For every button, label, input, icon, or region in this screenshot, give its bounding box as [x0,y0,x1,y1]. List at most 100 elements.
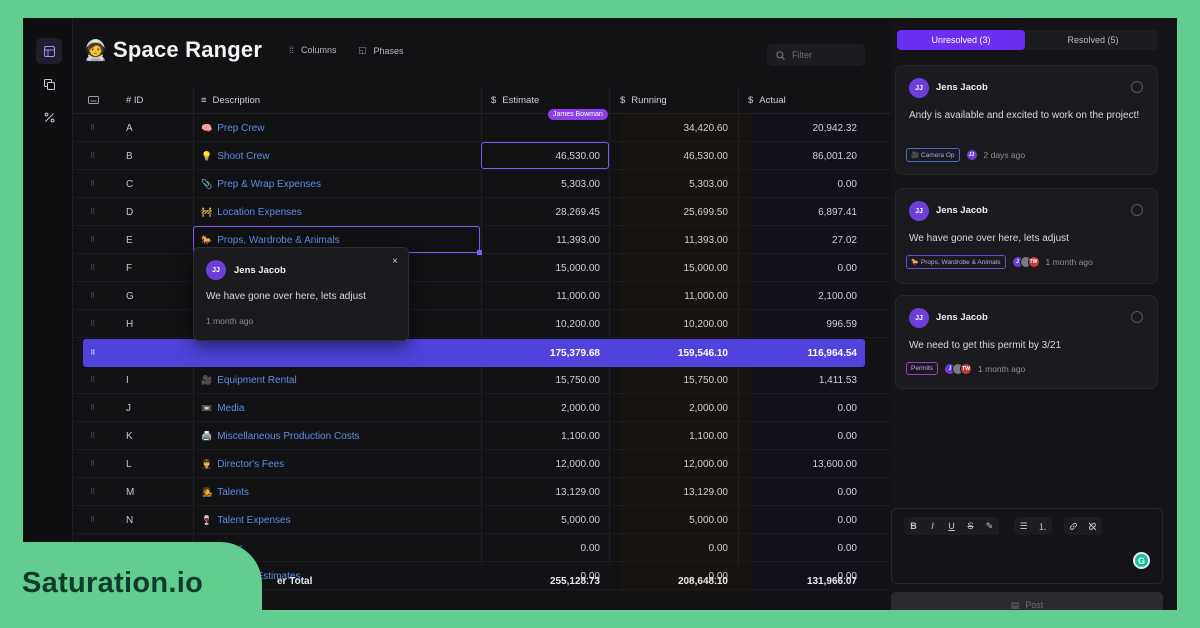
table-row[interactable]: ⠿ D 🚧 Location Expenses 28,269.45 25,699.50 6,… [73,198,891,226]
table-row[interactable]: ⠿ G 11,000.00 11,000.00 2,100.00 [73,282,891,310]
drag-handle-icon[interactable]: ⠿ [90,125,96,132]
row-actual: 2,100.00 [818,290,857,302]
drag-handle-icon[interactable]: ⠿ [90,265,96,272]
row-description[interactable]: 🐎 Props, Wardrobe & Animals [201,226,340,254]
highlight-icon[interactable]: ✎ [985,520,994,531]
drag-handle-icon[interactable]: ⠿ [90,321,96,328]
table-row[interactable]: ⠿ M 🧑‍🎤 Talents 13,129.00 13,129.00 0.00 [73,478,891,506]
drag-handle-icon[interactable]: ⠿ [90,517,96,524]
row-actual: 0.00 [837,430,857,442]
italic-button[interactable]: I [931,521,934,531]
bullet-list-icon[interactable]: ☰ [1019,520,1028,531]
strikethrough-button[interactable]: S [967,521,974,531]
page-title: Space Ranger [113,37,263,62]
subtotal-row[interactable]: ⠿ 175,379.68 159,546.10 116,964.54 [83,339,865,367]
grammarly-icon[interactable]: G [1133,552,1150,569]
table-row[interactable]: ⠿ H 10,200.00 10,200.00 996.59 [73,310,891,338]
drag-handle-icon[interactable]: ⠿ [90,293,96,300]
table-row[interactable]: ⠿ B 💡 Shoot Crew 46,530.00 46,530.00 86,001.20 [73,142,891,170]
underline-button[interactable]: U [948,521,955,531]
filter-input[interactable]: Filter [767,44,865,66]
row-estimate: 11,393.00 [556,234,600,246]
drag-handle-icon[interactable]: ⠿ [90,405,96,412]
drag-handle-icon[interactable]: ⠿ [90,433,96,440]
resolve-radio[interactable] [1131,311,1143,323]
bold-button[interactable]: B [910,521,917,531]
table-icon[interactable] [36,38,62,64]
grand-total-running: 208,648.10 [677,575,728,587]
row-description[interactable]: 📎 Prep & Wrap Expenses [201,170,321,198]
row-actual: 6,897.41 [818,206,857,218]
comment-card[interactable]: JJ Jens Jacob We need to get this permit… [895,295,1158,389]
row-description[interactable]: 👨‍✈️ Director's Fees [201,450,284,478]
row-id: L [126,458,132,470]
copy-icon[interactable] [36,71,62,97]
row-description[interactable]: 🧠 Prep Crew [201,114,264,142]
header-id[interactable]: # ID [126,94,144,106]
category-emoji-icon: 🐎 [201,234,213,245]
comment-tag-chip[interactable]: 🎥 Camera Op [906,148,960,162]
row-estimate: 0.00 [580,542,600,554]
table-row[interactable]: ⠿ I 🎥 Equipment Rental 15,750.00 15,750.00 1,4… [73,366,891,394]
drag-handle-icon[interactable]: ⠿ [90,237,96,244]
row-description[interactable]: 🧑‍🎤 Talents [201,478,249,506]
dollar-icon: $ [748,94,754,106]
comment-card[interactable]: JJ Jens Jacob We have gone over here, le… [895,188,1158,284]
close-icon[interactable]: × [392,256,398,267]
category-emoji-icon: 🚧 [201,206,213,217]
resolve-radio[interactable] [1131,81,1143,93]
table-row[interactable]: ⠿ F 15,000.00 15,000.00 0.00 [73,254,891,282]
comment-text: We have gone over here, lets adjust [206,291,366,302]
tab-resolved[interactable]: Resolved (5) [1067,35,1119,45]
row-running: 0.00 [708,542,728,554]
header-running[interactable]: $ Running [620,86,667,114]
table-row[interactable]: ⠿ C 📎 Prep & Wrap Expenses 5,303.00 5,303.00 0… [73,170,891,198]
tab-unresolved[interactable]: Unresolved (3) [897,30,1025,50]
comment-card[interactable]: JJ Jens Jacob Andy is available and exci… [895,65,1158,175]
numbered-list-icon[interactable]: ⒈ [1037,521,1047,532]
row-running: 0.00 [708,570,728,582]
row-description[interactable]: 📼 Media [201,394,244,422]
drag-handle-icon[interactable]: ⠿ [90,209,96,216]
participant-avatars: J TW [1011,256,1040,268]
phases-icon: ◱ [358,45,367,55]
comment-editor[interactable]: B I U S ✎ ☰ ⒈ G [891,508,1163,584]
row-description[interactable]: 💡 Shoot Crew [201,142,269,170]
drag-handle-icon[interactable]: ⠿ [90,153,96,160]
row-description[interactable]: 🚧 Location Expenses [201,198,302,226]
header-actual[interactable]: $ Actual [748,86,786,114]
dollar-icon: $ [620,94,626,106]
row-description-label: Equipment Rental [217,374,297,386]
column-divider [481,86,482,566]
row-description[interactable]: 🎥 Equipment Rental [201,366,297,394]
table-row[interactable]: ⠿ A 🧠 Prep Crew 34,420.60 20,942.32 [73,114,891,142]
unlink-icon[interactable] [1083,517,1102,535]
row-description[interactable]: 🖨️ Miscellaneous Production Costs [201,422,360,450]
table-row[interactable]: ⠿ E 🐎 Props, Wardrobe & Animals 11,393.00 11,… [73,226,891,254]
drag-handle-icon[interactable]: ⠿ [90,181,96,188]
row-id: H [126,318,134,330]
comment-time: 1 month ago [206,316,254,326]
category-emoji-icon: 👨‍✈️ [201,458,213,469]
row-actual: 13,600.00 [812,458,858,470]
phases-button[interactable]: ◱ Phases [358,45,404,56]
comment-text: We need to get this permit by 3/21 [909,340,1062,351]
comment-tag-chip[interactable]: Permits [906,362,939,375]
drag-handle-icon[interactable]: ⠿ [90,489,96,496]
header-description[interactable]: ≡ Description [201,86,260,114]
subtotal-estimate: 175,379.68 [549,347,600,359]
percent-icon[interactable] [36,104,62,130]
resolve-radio[interactable] [1131,204,1143,216]
table-row[interactable]: ⠿ K 🖨️ Miscellaneous Production Costs 1,100.… [73,422,891,450]
table-row[interactable]: ⠿ J 📼 Media 2,000.00 2,000.00 0.00 [73,394,891,422]
comment-tag-chip[interactable]: 🐎 Props, Wardrobe & Animals [906,255,1006,269]
header-estimate[interactable]: $ Estimate [491,86,539,114]
link-icon[interactable] [1064,517,1083,535]
drag-handle-icon[interactable]: ⠿ [90,377,96,384]
drag-handle-icon[interactable]: ⠿ [90,461,96,468]
table-row[interactable]: ⠿ N 🍷 Talent Expenses 5,000.00 5,000.00 0.00 [73,506,891,534]
columns-button[interactable]: ⁞⁞ Columns [289,45,337,55]
row-description[interactable]: 🍷 Talent Expenses [201,506,291,534]
post-button[interactable]: ▤ Post [891,592,1163,610]
table-row[interactable]: ⠿ L 👨‍✈️ Director's Fees 12,000.00 12,000.00 1… [73,450,891,478]
